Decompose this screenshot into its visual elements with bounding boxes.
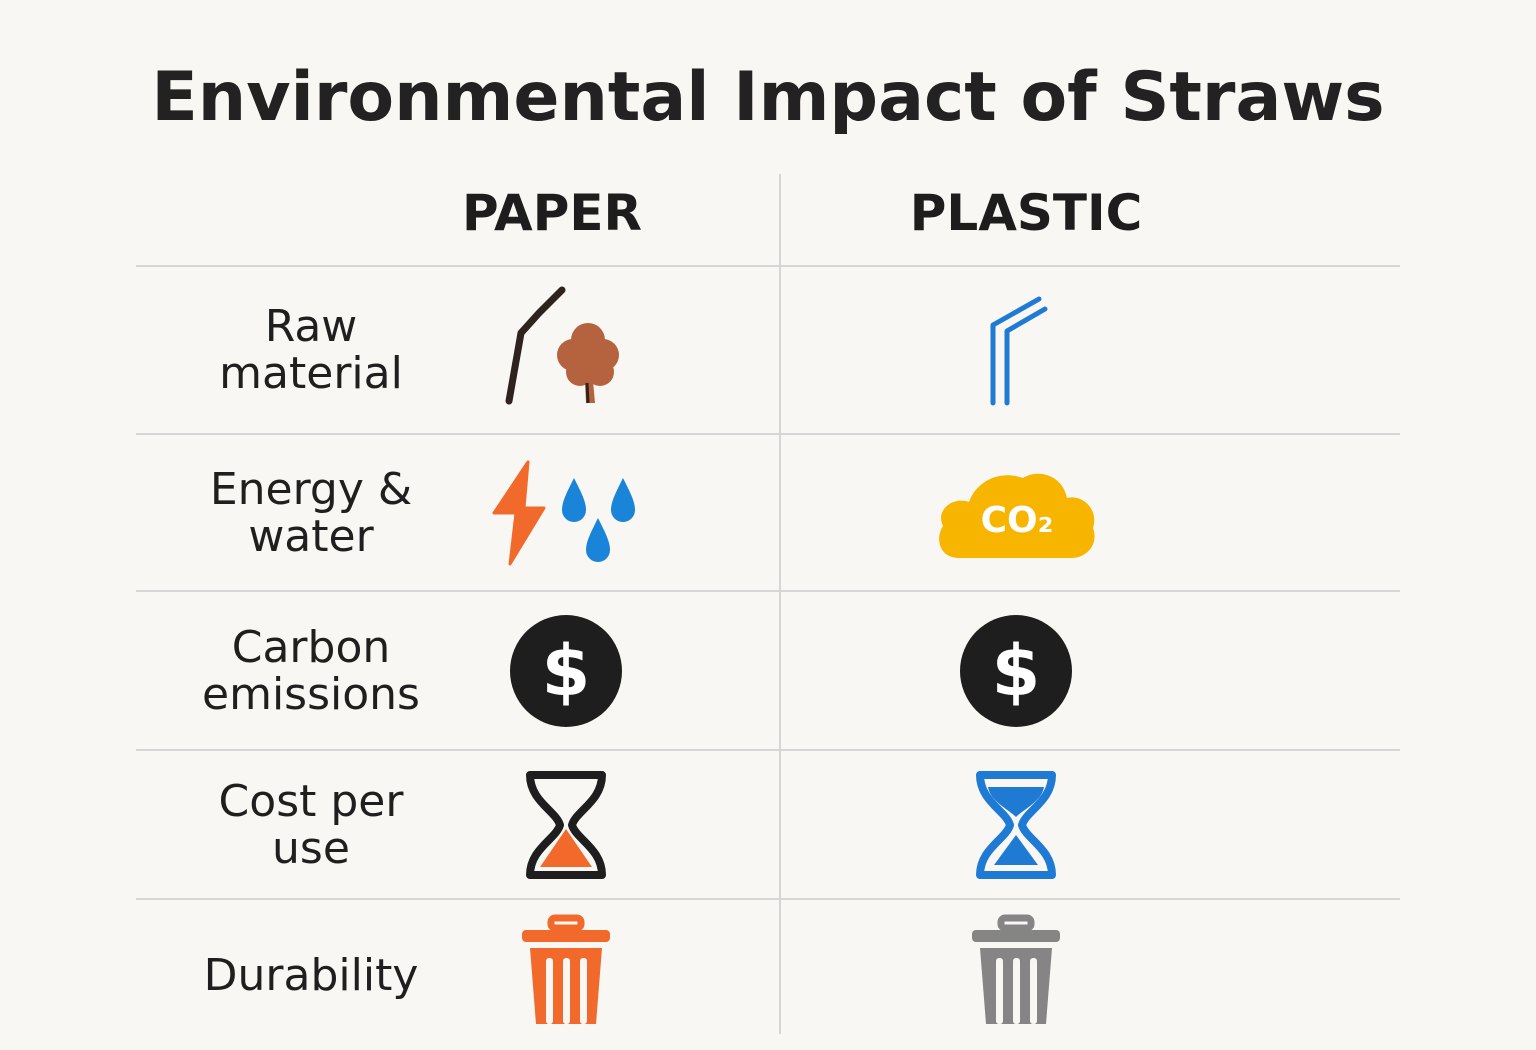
row-label-line: water xyxy=(248,510,374,562)
row-label-line: Carbon xyxy=(231,621,391,673)
plastic-straw-icon xyxy=(990,296,1048,406)
row-label-line: use xyxy=(272,822,350,874)
row-divider xyxy=(136,749,1400,751)
row-divider xyxy=(136,265,1400,267)
row-divider xyxy=(136,590,1400,592)
co2-label: CO₂ xyxy=(981,500,1054,541)
svg-text:$: $ xyxy=(992,630,1041,712)
row-label-cost-per-use: Cost per use xyxy=(166,751,456,898)
table-row: Energy & water CO₂ xyxy=(136,435,1400,590)
cell-paper-raw-material xyxy=(446,267,686,433)
row-label-line: Energy & xyxy=(209,463,413,515)
co2-cloud-icon: CO₂ xyxy=(939,473,1095,558)
column-header-plastic: PLASTIC xyxy=(909,184,1143,242)
row-label-raw-material: Raw material xyxy=(166,267,456,433)
paper-straw-and-tree-icon xyxy=(505,286,619,405)
dollar-coin-icon: $ xyxy=(510,614,622,727)
table-row: Cost per use xyxy=(136,751,1400,898)
row-label-line: Raw xyxy=(264,301,358,352)
trash-can-icon xyxy=(972,914,1060,1024)
lightning-and-water-drops-icon xyxy=(492,460,635,565)
row-label-energy-water: Energy & water xyxy=(166,435,456,590)
cell-plastic-energy-water: CO₂ xyxy=(896,435,1136,590)
cell-paper-cost-per-use xyxy=(446,751,686,898)
cell-plastic-raw-material xyxy=(896,267,1136,433)
row-divider xyxy=(136,898,1400,900)
row-label-line: material xyxy=(219,348,403,399)
cell-paper-durability xyxy=(446,900,686,1024)
page-title: Environmental Impact of Straws xyxy=(151,58,1385,137)
table-row: Raw material xyxy=(136,267,1400,433)
row-label-carbon-emissions: Carbon emissions xyxy=(166,592,456,749)
hourglass-icon xyxy=(526,770,606,879)
cell-plastic-carbon-emissions: $ xyxy=(896,592,1136,749)
row-divider xyxy=(136,433,1400,435)
svg-text:$: $ xyxy=(542,630,591,712)
cell-plastic-cost-per-use xyxy=(896,751,1136,898)
dollar-coin-icon: $ xyxy=(960,614,1072,727)
cell-paper-carbon-emissions: $ xyxy=(446,592,686,749)
hourglass-icon xyxy=(976,770,1056,879)
row-label-line: Durability xyxy=(203,949,419,1001)
cell-plastic-durability xyxy=(896,900,1136,1024)
column-divider xyxy=(779,174,781,1034)
column-header-paper: PAPER xyxy=(461,184,643,242)
row-label-line: Cost per xyxy=(218,775,404,827)
trash-can-icon xyxy=(522,914,610,1024)
table-row: Durability xyxy=(136,900,1400,1024)
row-label-line: emissions xyxy=(202,668,420,720)
cell-paper-energy-water xyxy=(446,435,686,590)
table-row: Carbon emissions $ $ xyxy=(136,592,1400,749)
row-label-durability: Durability xyxy=(166,900,456,1050)
